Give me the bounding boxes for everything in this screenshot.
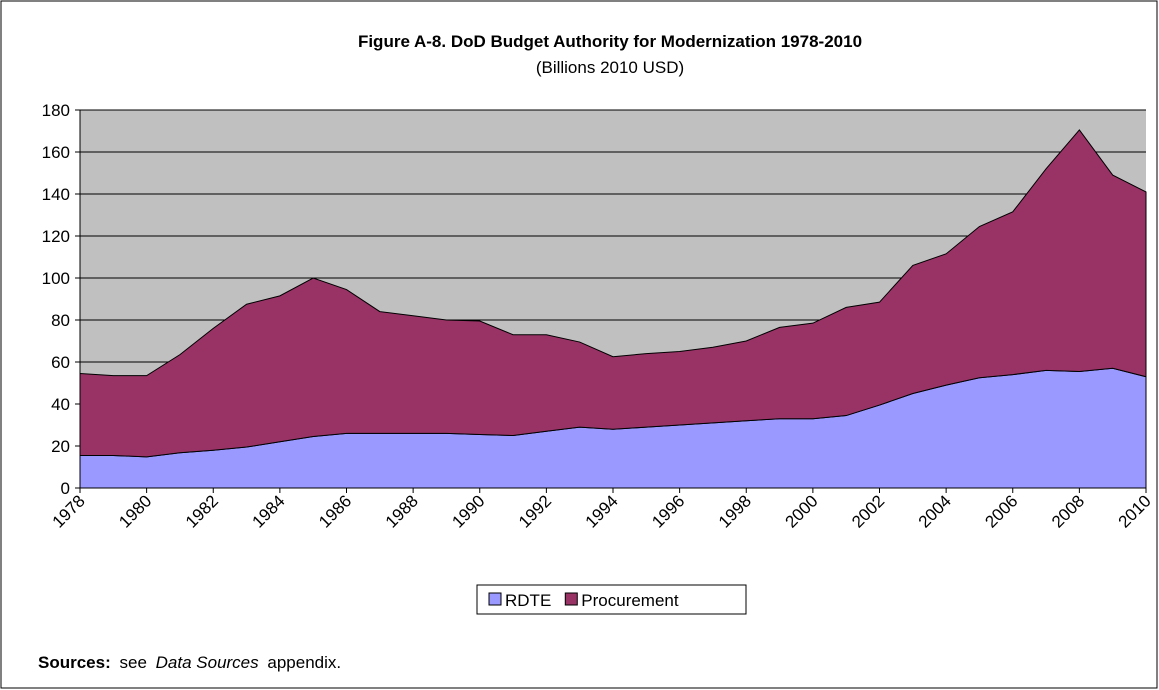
y-tick-label: 60 [51, 353, 70, 372]
legend: RDTE Procurement [476, 584, 747, 615]
y-tick-label: 40 [51, 395, 70, 414]
y-tick-label: 0 [61, 479, 70, 498]
legend-label: Procurement [581, 591, 679, 610]
y-tick-label: 80 [51, 311, 70, 330]
y-tick-label: 120 [42, 227, 70, 246]
sources-text: appendix. [267, 653, 341, 672]
chart-title: Figure A-8. DoD Budget Authority for Mod… [358, 32, 862, 51]
legend-label: RDTE [505, 591, 551, 610]
sources-text: see [119, 653, 146, 672]
legend-swatch [564, 592, 578, 606]
y-tick-label: 180 [42, 101, 70, 120]
chart-subtitle: (Billions 2010 USD) [536, 58, 684, 77]
area [79, 129, 1147, 458]
sources-note: Sources: see Data Sources appendix. [38, 653, 341, 672]
y-tick-label: 20 [51, 437, 70, 456]
sources-label: Sources: [38, 653, 111, 672]
legend-box [476, 584, 747, 615]
y-tick-label: 140 [42, 185, 70, 204]
y-tick-label: 100 [42, 269, 70, 288]
y-tick-label: 160 [42, 143, 70, 162]
sources-text: Data Sources [156, 653, 259, 672]
legend-swatch [488, 592, 502, 606]
